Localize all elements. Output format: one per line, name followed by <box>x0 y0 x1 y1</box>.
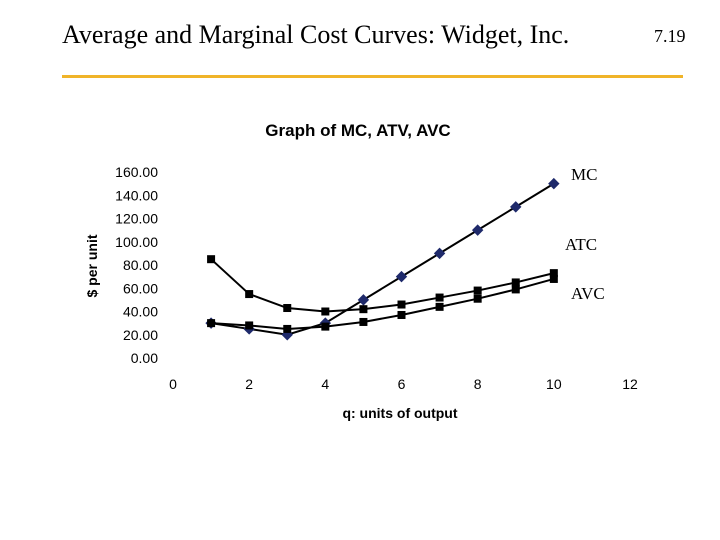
x-tick-label: 8 <box>474 376 482 392</box>
y-tick-label: 40.00 <box>123 304 158 320</box>
y-tick-label: 120.00 <box>115 211 158 227</box>
data-point <box>433 247 446 260</box>
slide-number: 7.19 <box>654 26 686 46</box>
data-point <box>245 290 254 299</box>
series-avc <box>207 274 558 333</box>
data-point <box>359 305 368 314</box>
y-tick-label: 0.00 <box>131 350 158 366</box>
data-point <box>471 224 484 236</box>
series-mc <box>205 177 560 341</box>
x-tick-label: 12 <box>622 376 638 392</box>
series-label-avc: AVC <box>571 284 605 303</box>
data-point <box>510 201 522 213</box>
data-point <box>321 307 330 316</box>
data-point <box>549 269 558 278</box>
x-tick-label: 2 <box>245 376 253 392</box>
data-point <box>473 294 482 303</box>
series-label-mc: MC <box>571 165 597 184</box>
data-point <box>397 300 406 309</box>
y-axis-label: $ per unit <box>84 234 100 297</box>
series-label-atc: ATC <box>565 235 597 254</box>
y-tick-label: 160.00 <box>115 164 158 180</box>
y-tick-label: 80.00 <box>123 257 158 273</box>
x-tick-label: 10 <box>546 376 562 392</box>
series-group <box>205 177 560 341</box>
slide-title: Average and Marginal Cost Curves: Widget… <box>62 20 570 49</box>
series-line <box>210 182 555 336</box>
data-point <box>359 317 368 326</box>
data-point <box>321 322 330 331</box>
y-tick-label: 140.00 <box>115 187 158 203</box>
x-tick-label: 4 <box>321 376 329 392</box>
data-point <box>357 294 370 306</box>
data-point <box>473 286 482 295</box>
data-point <box>207 319 216 328</box>
series-line <box>211 277 555 330</box>
series-line <box>210 258 555 313</box>
data-point <box>283 304 292 313</box>
data-point <box>435 293 444 302</box>
x-tick-label: 0 <box>169 376 177 392</box>
data-point <box>395 270 408 283</box>
y-axis-ticks: 0.00 20.00 40.00 60.00 80.00 100.00 120.00 140.… <box>115 164 158 366</box>
series-atc <box>207 255 558 316</box>
y-tick-label: 20.00 <box>123 327 158 343</box>
x-axis-label: q: units of output <box>342 405 457 421</box>
data-point <box>283 324 292 333</box>
data-point <box>511 285 520 294</box>
x-axis-ticks: 0 2 4 6 8 10 12 <box>169 376 638 392</box>
y-tick-label: 100.00 <box>115 234 158 250</box>
data-point <box>397 310 406 319</box>
chart-title: Graph of MC, ATV, AVC <box>265 121 450 140</box>
data-point <box>207 255 216 264</box>
data-point <box>245 321 254 330</box>
x-tick-label: 6 <box>398 376 406 392</box>
data-point <box>435 302 444 311</box>
title-underline <box>62 75 683 78</box>
series-labels: MC ATC AVC <box>565 165 605 303</box>
data-point <box>549 274 558 283</box>
y-tick-label: 60.00 <box>123 280 158 296</box>
data-point <box>548 177 560 190</box>
data-point <box>511 278 520 287</box>
